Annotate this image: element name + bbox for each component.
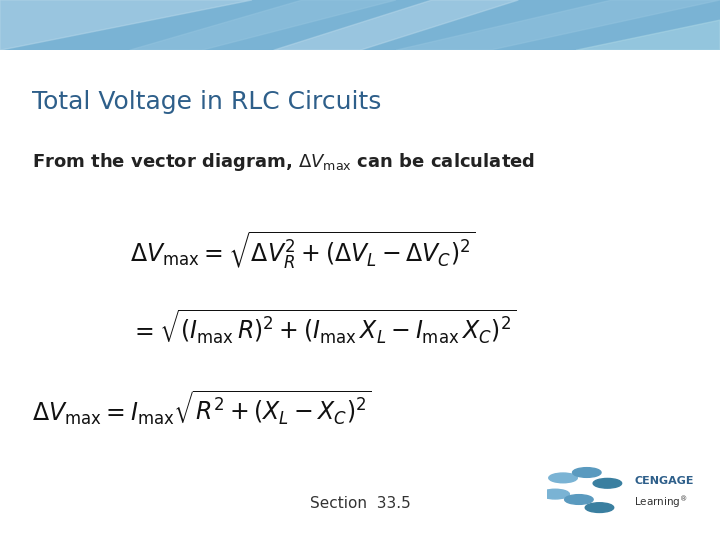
Circle shape bbox=[564, 495, 593, 504]
Text: From the vector diagram, $\Delta V_{\mathrm{max}}$ can be calculated: From the vector diagram, $\Delta V_{\mat… bbox=[32, 151, 536, 173]
Text: $= \sqrt{\left(I_{\mathrm{max}}\, R\right)^2 + \left(I_{\mathrm{max}}\, X_L - I_: $= \sqrt{\left(I_{\mathrm{max}}\, R\righ… bbox=[130, 308, 516, 346]
Text: $\Delta V_{\mathrm{max}} = \sqrt{\Delta V_R^2 + \left(\Delta V_L - \Delta V_C\ri: $\Delta V_{\mathrm{max}} = \sqrt{\Delta … bbox=[130, 230, 475, 272]
Text: Learning$^\mathregular{®}$: Learning$^\mathregular{®}$ bbox=[634, 494, 688, 510]
Polygon shape bbox=[130, 0, 396, 50]
Text: $\Delta V_{\mathrm{max}} = I_{\mathrm{max}} \sqrt{R^2 + \left(X_L - X_C\right)^2: $\Delta V_{\mathrm{max}} = I_{\mathrm{ma… bbox=[32, 388, 372, 427]
Polygon shape bbox=[396, 0, 720, 50]
Circle shape bbox=[541, 489, 570, 499]
Circle shape bbox=[572, 468, 601, 477]
Text: Section  33.5: Section 33.5 bbox=[310, 496, 410, 511]
Circle shape bbox=[585, 503, 613, 512]
Text: Total Voltage in RLC Circuits: Total Voltage in RLC Circuits bbox=[32, 90, 382, 114]
Polygon shape bbox=[274, 0, 518, 50]
Text: CENGAGE: CENGAGE bbox=[634, 476, 694, 485]
Circle shape bbox=[549, 473, 577, 483]
Circle shape bbox=[593, 478, 621, 488]
Polygon shape bbox=[0, 0, 252, 50]
Polygon shape bbox=[576, 20, 720, 50]
